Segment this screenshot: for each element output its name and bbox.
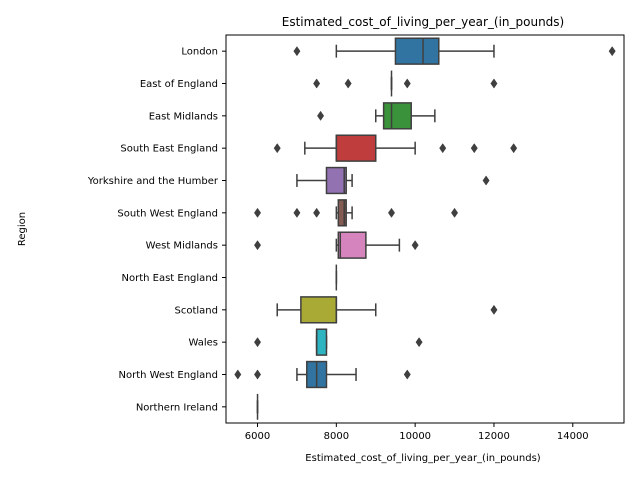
box-scotland [276,296,498,324]
x-tick-label: 14000 [557,431,589,442]
y-tick-label: London [181,47,218,58]
outlier-point [388,207,396,218]
box-body [325,166,347,195]
x-tick-label: 8000 [324,431,349,442]
outlier-point [317,110,325,121]
plot-frame [225,34,625,424]
box-north-west-england [234,360,411,389]
outlier-point [254,240,262,251]
x-tick-label: 12000 [478,431,510,442]
x-axis: 6000 8000 10000 12000 14000 [245,423,589,442]
outlier-point [482,175,490,186]
outlier-point [293,46,301,57]
box-body [394,37,440,65]
outlier-point [313,78,321,89]
y-tick-label: North West England [118,370,218,381]
outlier-point [234,369,242,380]
y-tick-label: Northern Ireland [136,402,218,413]
outlier-point [313,207,321,218]
box-body [300,296,338,324]
box-body [337,199,347,227]
y-tick-label: Wales [188,338,218,349]
box-body [335,134,377,162]
y-tick-label: North East England [122,273,219,284]
outlier-point [344,78,352,89]
y-tick-label: East Midlands [149,111,218,122]
outlier-point [608,46,616,57]
outlier-point [490,304,498,315]
y-tick-label: East of England [140,79,218,90]
box-south-west-england [254,199,459,227]
outlier-point [254,207,262,218]
box-london [293,37,616,65]
box-east-of-england [313,70,498,97]
outlier-point [254,369,262,380]
y-tick-label: Scotland [175,305,218,316]
outlier-point [273,143,281,154]
y-tick-label: Yorkshire and the Humber [87,176,219,187]
x-tick-label: 6000 [245,431,270,442]
y-tick-label: South West England [117,208,218,219]
y-tick-label: South East England [120,144,218,155]
box-body [382,102,412,130]
outlier-point [293,207,301,218]
outlier-point [470,143,478,154]
outlier-point [451,207,459,218]
outlier-point [415,337,423,348]
y-axis: London East of England East Midlands South … [87,47,226,413]
outlier-point [490,78,498,89]
box-west-midlands [254,231,419,259]
box-body [337,231,367,259]
box-south-east-england [273,134,518,162]
box-wales [254,328,423,356]
outlier-point [403,369,411,380]
plot-area [234,37,616,420]
box-yorkshire-and-the-humber [296,166,490,195]
y-tick-label: West Midlands [146,241,218,252]
box-east-midlands [317,102,436,130]
outlier-point [439,143,447,154]
outlier-point [254,337,262,348]
x-axis-title: Estimated_cost_of_living_per_year_(in_po… [305,453,540,464]
outlier-point [403,78,411,89]
outlier-point [510,143,518,154]
outlier-point [411,240,419,251]
y-axis-title: Region [17,212,28,246]
chart-title: Estimated_cost_of_living_per_year_(in_po… [282,15,564,29]
box-body [315,328,328,356]
x-tick-label: 10000 [399,431,431,442]
